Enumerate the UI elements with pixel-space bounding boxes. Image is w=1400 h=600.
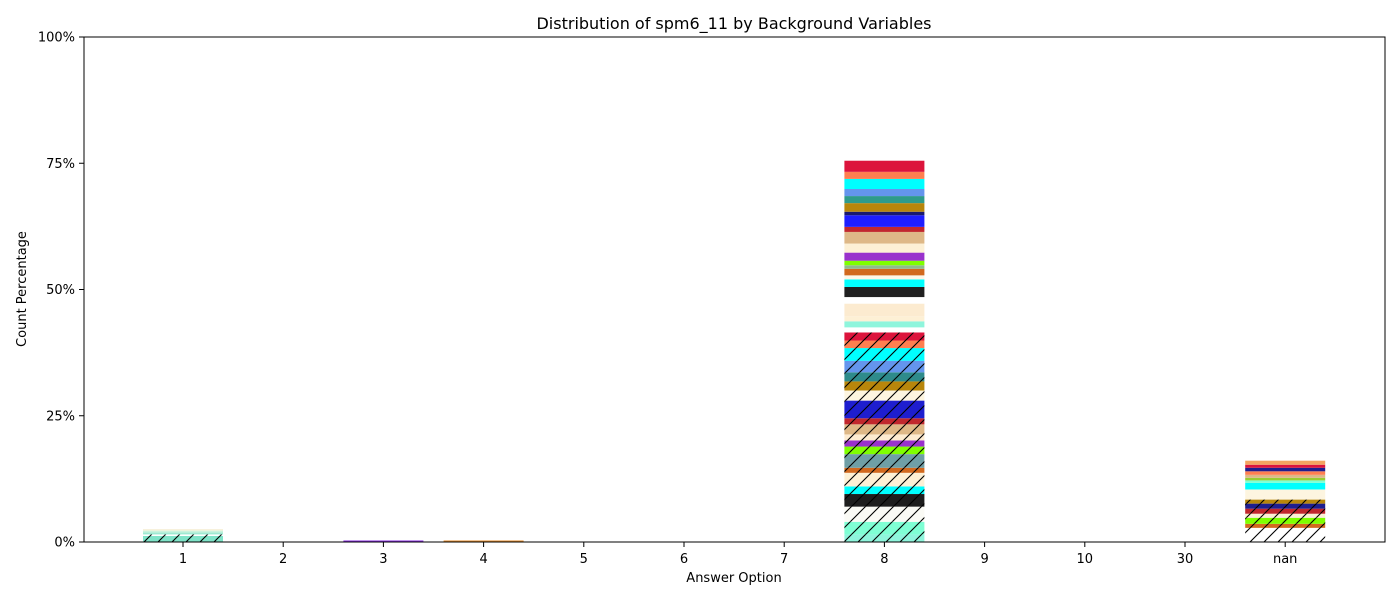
x-tick-label: 4	[479, 552, 487, 567]
bar-segment	[844, 231, 925, 244]
bar-segment-hatch	[844, 360, 925, 373]
bar-segment-hatch	[143, 535, 223, 542]
bar-segment-hatch	[143, 534, 223, 536]
bar-segment	[443, 540, 524, 542]
x-tick-label: 5	[580, 552, 588, 567]
bar-segment	[844, 252, 925, 261]
bar-segment-hatch	[844, 486, 925, 495]
x-tick-label: 1	[179, 552, 187, 567]
bar-segment	[844, 303, 925, 317]
bar-segment	[844, 178, 925, 190]
bar-segment	[844, 160, 925, 172]
plot-frame	[83, 36, 1386, 543]
bar-segment-hatch	[844, 446, 925, 455]
bar-segment-hatch	[844, 521, 925, 535]
bar-segment-hatch	[844, 434, 925, 441]
bar-segment	[844, 243, 925, 253]
bar-segment	[844, 203, 925, 212]
bar-segment-hatch	[1245, 523, 1326, 528]
bar-segment	[844, 196, 925, 204]
bar-segment	[1245, 460, 1326, 465]
bar-segment	[844, 215, 925, 227]
y-tick-label: 100%	[38, 31, 75, 46]
bar-segment	[1245, 464, 1326, 468]
x-tick-label: 2	[279, 552, 287, 567]
bar-segment	[844, 321, 925, 328]
bar-segment-hatch	[1245, 513, 1326, 518]
bar-segment	[844, 297, 925, 304]
x-tick-label: 6	[680, 552, 688, 567]
bar-segment	[844, 211, 925, 216]
bar-segment	[844, 171, 925, 179]
y-tick-label: 75%	[46, 157, 75, 172]
x-tick-label: 3	[379, 552, 387, 567]
x-tick-label: 9	[980, 552, 988, 567]
bar-segment	[143, 532, 223, 535]
x-tick-label: nan	[1273, 552, 1297, 567]
bar-segment	[143, 530, 223, 533]
bar-segment-hatch	[844, 454, 925, 468]
x-tick-label: 8	[880, 552, 888, 567]
bar-segment	[1245, 471, 1326, 475]
bar-segment-hatch	[844, 534, 925, 542]
bar-segment	[1245, 467, 1326, 472]
bar-segment	[143, 529, 223, 531]
bar-segment-hatch	[1245, 503, 1326, 509]
bar-segment	[844, 226, 925, 232]
bar-segment-hatch	[1245, 499, 1326, 504]
bar-segment	[1245, 482, 1326, 490]
bar-segment-hatch	[844, 494, 925, 507]
bar-segment-hatch	[844, 381, 925, 391]
bar-segment-hatch	[844, 506, 925, 522]
y-axis-label: Count Percentage	[15, 231, 30, 347]
y-tick-label: 50%	[46, 283, 75, 298]
bar-segment	[343, 540, 424, 542]
bar-segment	[844, 189, 925, 197]
bar-segment-hatch	[844, 348, 925, 361]
bar-segment	[1245, 474, 1326, 478]
bar-segment-hatch	[844, 424, 925, 435]
bar-segment	[844, 316, 925, 322]
bar-segment	[844, 260, 925, 266]
bar-segment-hatch	[1245, 517, 1326, 524]
bar-segment	[844, 327, 925, 333]
bar-segment	[1245, 477, 1326, 481]
x-tick-label: 30	[1177, 552, 1194, 567]
bar-segment-hatch	[844, 472, 925, 487]
bar-segment	[844, 268, 925, 276]
x-tick-label: 10	[1077, 552, 1094, 567]
chart-title: Distribution of spm6_11 by Background Va…	[536, 14, 931, 34]
bar-segment	[1245, 480, 1326, 483]
bar-segment-hatch	[844, 390, 925, 401]
bar-segment-hatch	[844, 340, 925, 349]
bar-segment-hatch	[844, 440, 925, 447]
bar-segment-hatch	[844, 400, 925, 419]
bar-segment-hatch	[1245, 508, 1326, 514]
bar-segment-hatch	[1245, 527, 1326, 542]
bar-segment	[844, 275, 925, 280]
x-tick-label: 7	[780, 552, 788, 567]
bar-segment	[844, 265, 925, 269]
x-axis: 1 2 3 4 5 6 7 8 9 10 30 nan	[179, 542, 1297, 567]
bar-segment-hatch	[844, 418, 925, 425]
bar-segment	[844, 286, 925, 298]
bar-segment-hatch	[844, 467, 925, 473]
x-axis-label: Answer Option	[686, 571, 781, 586]
bar-segment-hatch	[844, 332, 925, 341]
bar-segment-hatch	[844, 372, 925, 382]
y-tick-label: 25%	[46, 409, 75, 424]
bar-segment	[1245, 489, 1326, 500]
y-tick-label: 0%	[54, 536, 75, 551]
y-axis: 0% 25% 50% 75% 100%	[38, 31, 84, 551]
bar-stacks	[143, 160, 1326, 542]
bar-segment	[844, 279, 925, 287]
